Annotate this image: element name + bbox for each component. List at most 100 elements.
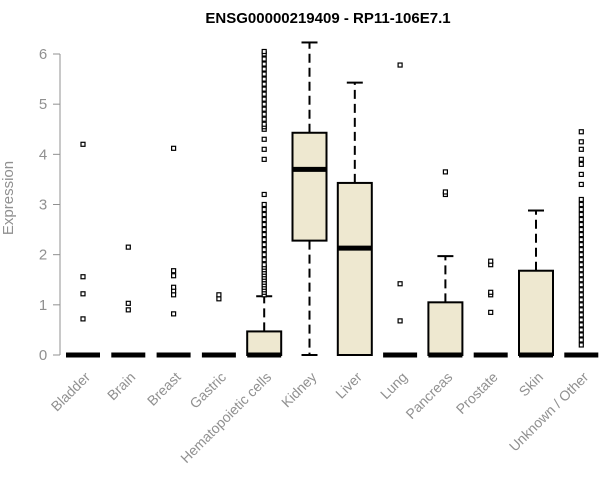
outlier-point: [171, 145, 177, 151]
outlier-point: [578, 201, 584, 208]
outlier-point: [578, 139, 584, 145]
boxes: [66, 41, 599, 358]
outlier-point: [261, 191, 267, 198]
box-iqr: [427, 301, 464, 357]
outlier-point: [261, 206, 267, 213]
outlier-point: [261, 56, 267, 62]
outlier-point: [578, 232, 584, 238]
outlier-point: [261, 247, 267, 253]
outlier-point: [171, 311, 177, 317]
x-tick-label: Unknown / Other: [506, 369, 592, 455]
outlier-point: [578, 322, 584, 328]
x-tick-label: Prostate: [453, 369, 501, 417]
y-axis-label: Expression: [0, 161, 17, 235]
outlier-point: [578, 252, 584, 258]
x-tick-label: Brain: [104, 369, 138, 403]
outlier-point: [578, 257, 584, 263]
x-tick-label: Gastric: [186, 369, 229, 412]
box-group-lung: [383, 62, 418, 358]
outlier-point: [578, 317, 584, 323]
outlier-point: [261, 101, 267, 107]
outlier-point: [261, 232, 267, 238]
outlier-point: [578, 312, 584, 318]
outlier-point: [578, 206, 584, 213]
outlier-point: [80, 291, 86, 297]
outlier-point: [261, 242, 267, 248]
outlier-point: [578, 262, 584, 268]
outlier-point: [578, 342, 584, 348]
outlier-point: [578, 332, 584, 338]
outlier-point: [261, 201, 267, 208]
y-tick-label: 4: [39, 146, 47, 163]
y-tick-label: 6: [39, 46, 47, 63]
outlier-point: [261, 48, 267, 55]
outlier-point: [578, 211, 584, 218]
outlier-point: [261, 237, 267, 243]
outlier-point: [578, 337, 584, 343]
outlier-point: [261, 76, 267, 82]
outlier-point: [125, 300, 131, 306]
outlier-point: [171, 268, 177, 274]
box-iqr: [246, 330, 283, 356]
outlier-point: [578, 161, 584, 167]
x-tick-label: Breast: [144, 369, 184, 409]
box-group-unknown-other: [564, 129, 599, 358]
outlier-point: [80, 141, 86, 147]
x-tick-label: Kidney: [278, 369, 320, 411]
outlier-point: [578, 302, 584, 308]
outlier-point: [125, 244, 131, 250]
outlier-point: [578, 307, 584, 313]
outlier-point: [261, 106, 267, 112]
outlier-point: [80, 316, 86, 322]
outlier-point: [578, 242, 584, 248]
outlier-point: [578, 237, 584, 243]
box-group-prostate: [473, 258, 508, 358]
x-tick-label: Skin: [516, 369, 547, 400]
x-tick-label: Lung: [377, 369, 410, 402]
y-tick-label: 3: [39, 197, 47, 214]
outlier-point: [488, 309, 494, 315]
outlier-point: [216, 292, 222, 298]
outlier-point: [578, 181, 584, 188]
outlier-point: [261, 216, 267, 223]
outlier-point: [261, 136, 267, 142]
x-tick-label: Pancreas: [402, 369, 455, 422]
outlier-point: [171, 273, 177, 279]
outlier-point: [578, 327, 584, 333]
outlier-point: [578, 297, 584, 303]
y-tick-label: 1: [39, 297, 47, 314]
y-tick-label: 2: [39, 247, 47, 264]
outlier-point: [578, 267, 584, 273]
outlier-point: [578, 171, 584, 177]
outlier-point: [261, 146, 267, 152]
outlier-point: [261, 61, 267, 67]
y-tick-label: 0: [39, 347, 47, 364]
outlier-point: [261, 66, 267, 72]
x-tick-label: Bladder: [48, 369, 94, 415]
box-group-hematopoietic-cells: [246, 48, 283, 358]
chart-title: ENSG00000219409 - RP11-106E7.1: [205, 10, 450, 27]
outlier-point: [578, 221, 584, 228]
outlier-point: [261, 86, 267, 92]
outlier-point: [397, 318, 403, 324]
axes: 0 1 2 3 4 5 6: [39, 46, 61, 364]
outlier-point: [578, 156, 584, 162]
outlier-point: [488, 258, 494, 264]
outlier-point: [397, 281, 403, 287]
outlier-point: [80, 274, 86, 280]
outlier-point: [578, 247, 584, 253]
outlier-point: [578, 272, 584, 278]
outlier-point: [488, 289, 494, 295]
outlier-point: [578, 216, 584, 223]
box-group-brain: [111, 244, 146, 358]
outlier-point: [261, 121, 267, 127]
outlier-point: [578, 226, 584, 233]
outlier-point: [261, 226, 267, 233]
outlier-point: [261, 96, 267, 102]
outlier-point: [261, 262, 267, 268]
outlier-point: [171, 292, 177, 298]
box-group-breast: [156, 145, 191, 358]
outlier-point: [261, 257, 267, 263]
outlier-point: [578, 277, 584, 283]
